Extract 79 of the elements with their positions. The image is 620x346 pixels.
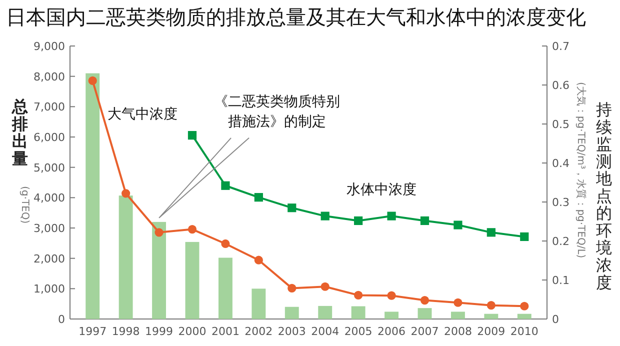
point: [122, 189, 130, 198]
y2-tick-label: 0.5: [552, 118, 570, 131]
point: [486, 228, 496, 237]
annotation: 《二恶英类物质特别措施法》的制定: [214, 94, 340, 130]
point: [221, 181, 230, 190]
x-tick-label: 1998: [112, 325, 140, 338]
y2-tick-label: 0: [552, 313, 559, 326]
point: [254, 256, 263, 264]
point: [320, 282, 330, 291]
y-tick-label: 0: [58, 313, 65, 326]
bar: [318, 306, 332, 319]
x-tick-label: 2003: [278, 325, 306, 338]
point: [486, 301, 496, 310]
point: [188, 225, 197, 234]
y2-tick-label: 0.2: [552, 235, 570, 248]
bar: [450, 312, 465, 319]
y2-tick-label: 0.1: [552, 274, 570, 287]
point: [88, 76, 97, 86]
point: [254, 193, 263, 202]
y-axis-title: 总排出量: [11, 97, 28, 168]
x-tick-label: 2007: [410, 325, 439, 338]
y2-tick-label: 0.4: [552, 157, 570, 170]
y-tick-label: 9,000: [34, 40, 65, 53]
point: [520, 302, 529, 310]
point: [420, 296, 430, 305]
bar: [284, 306, 299, 319]
point: [454, 298, 462, 307]
point: [288, 204, 296, 212]
x-tick-label: 2000: [178, 325, 206, 338]
bar: [118, 196, 133, 319]
x-tick-label: 2009: [477, 325, 506, 338]
point: [354, 216, 363, 226]
x-tick-label: 2008: [444, 325, 472, 338]
y-tick-label: 2,000: [34, 252, 65, 266]
bar: [351, 306, 366, 319]
bar: [86, 73, 100, 319]
point: [454, 220, 462, 230]
x-tick-label: 2010: [510, 325, 538, 338]
point: [387, 291, 396, 300]
point: [354, 290, 363, 300]
text: 持续监测地点的环境浓度: [596, 100, 612, 292]
y-tick-label: 4,000: [34, 192, 65, 205]
bar: [252, 288, 266, 319]
bar: [384, 312, 399, 319]
point: [320, 212, 330, 220]
bar: [152, 222, 166, 319]
y-tick-label: 6,000: [34, 131, 65, 144]
x-tick-label: 2001: [211, 325, 240, 338]
series-label: 水体中浓度: [346, 182, 417, 198]
bar: [185, 242, 200, 319]
x-tick-label: 1997: [78, 325, 107, 338]
point: [154, 228, 164, 237]
x-tick-label: 2002: [244, 325, 273, 338]
bar: [517, 314, 532, 319]
y-tick-label: 3,000: [34, 222, 65, 235]
x-tick-label: 2004: [311, 325, 340, 338]
point: [188, 131, 197, 140]
y-tick-label: 7,000: [34, 100, 65, 114]
point: [420, 216, 430, 226]
y2-tick-label: 0.3: [552, 196, 570, 209]
y2-tick-label: 0.6: [552, 79, 570, 92]
point: [520, 232, 529, 242]
bar: [484, 314, 498, 319]
text: (g·TEQ): [19, 186, 30, 224]
bar: [218, 258, 232, 319]
series-label: 大气中浓度: [107, 106, 178, 122]
x-tick-label: 2006: [378, 325, 406, 338]
point: [221, 239, 230, 248]
point: [387, 212, 396, 220]
text: (大気：pg·TEQ/m³，水質：pg·TEQ/L): [575, 82, 587, 258]
point: [288, 284, 296, 292]
y-tick-label: 8,000: [34, 70, 65, 84]
y-tick-label: 5,000: [34, 161, 65, 174]
title: 日本国内二恶英类物质的排放总量及其在大气和水体中的浓度变化: [6, 5, 586, 29]
x-tick-label: 1999: [145, 325, 174, 338]
bar: [418, 308, 432, 319]
y2-tick-label: 0.7: [552, 40, 570, 53]
x-tick-label: 2005: [344, 325, 372, 338]
y-tick-label: 1,000: [34, 282, 65, 296]
